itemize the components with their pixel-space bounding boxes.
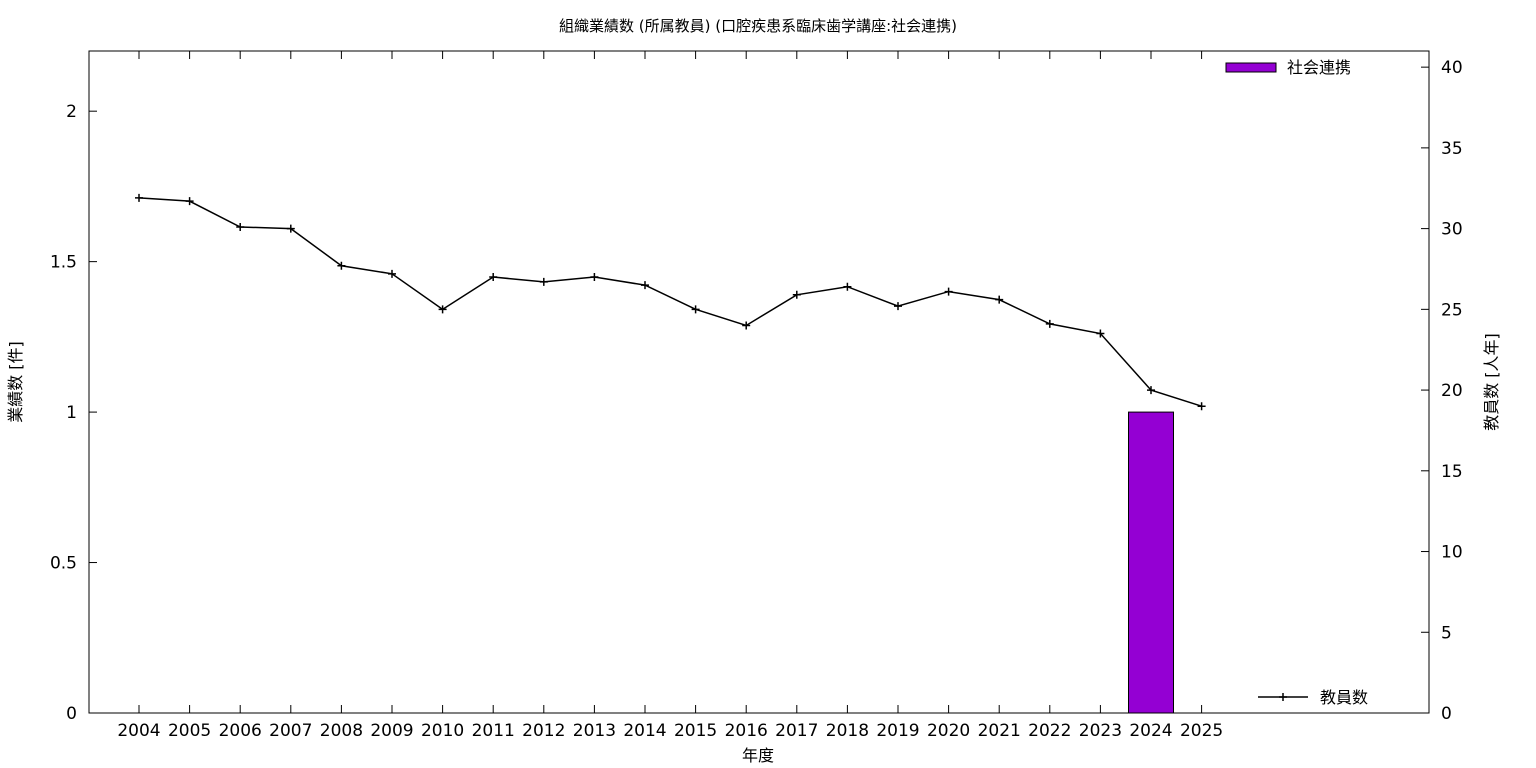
y-tick-label: 1.5 (50, 253, 77, 273)
y-tick-label: 0.5 (50, 554, 77, 574)
x-tick-label: 2019 (876, 721, 919, 741)
y2-tick-label: 25 (1441, 300, 1463, 320)
legend-line-marker (1279, 693, 1287, 701)
x-tick-label: 2013 (573, 721, 616, 741)
legend-bar-label: 社会連携 (1287, 58, 1351, 77)
line-point (286, 224, 295, 233)
y2-tick-label: 0 (1441, 704, 1452, 724)
x-axis-label: 年度 (742, 746, 774, 765)
y-axis-label: 業績数 [件] (6, 341, 25, 423)
line-point (792, 290, 801, 299)
x-tick-label: 2022 (1028, 721, 1071, 741)
x-tick-label: 2016 (725, 721, 768, 741)
y2-tick-label: 35 (1441, 139, 1463, 159)
line-point (995, 295, 1004, 304)
chart-title: 組織業績数 (所属教員) (口腔疾患系臨床歯学講座:社会連携) (559, 17, 957, 35)
x-tick-label: 2012 (522, 721, 565, 741)
x-tick-label: 2015 (674, 721, 717, 741)
line-point (944, 287, 953, 296)
x-tick-label: 2011 (472, 721, 515, 741)
y-tick-label: 0 (66, 704, 77, 724)
x-tick-label: 2010 (421, 721, 464, 741)
y2-axis-label: 教員数 [人年] (1482, 333, 1501, 431)
line-point (489, 273, 498, 282)
line-point (1045, 319, 1054, 328)
line-point (894, 302, 902, 311)
line-point (843, 282, 852, 291)
line-point (742, 321, 751, 330)
x-tick-label: 2006 (219, 721, 262, 741)
y-tick-label: 2 (66, 102, 77, 122)
y2-tick-label: 10 (1441, 543, 1463, 563)
line-point (590, 273, 599, 282)
y2-tick-label: 20 (1441, 381, 1463, 401)
teacher-count-line (138, 197, 1202, 407)
line-point (641, 281, 649, 290)
x-tick-label: 2017 (775, 721, 818, 741)
x-tick-label: 2004 (117, 721, 160, 741)
line-point (1096, 329, 1105, 338)
line-point (438, 305, 447, 314)
line-point (1197, 402, 1206, 411)
x-tick-label: 2008 (320, 721, 363, 741)
line-point (1147, 386, 1155, 395)
x-tick-label: 2005 (168, 721, 211, 741)
line-point (388, 269, 396, 278)
x-tick-label: 2021 (978, 721, 1021, 741)
bar (1128, 411, 1174, 714)
x-tick-label: 2009 (370, 721, 413, 741)
y-tick-label: 1 (66, 403, 77, 423)
plot-frame (88, 50, 1430, 714)
line-point (185, 197, 194, 206)
y2-tick-label: 5 (1441, 623, 1452, 643)
legend-bar-swatch (1225, 62, 1277, 73)
x-tick-label: 2024 (1129, 721, 1172, 741)
x-tick-label: 2007 (269, 721, 312, 741)
line-point (135, 193, 143, 202)
line-point (691, 305, 700, 314)
y2-tick-label: 40 (1441, 58, 1463, 78)
x-tick-label: 2018 (826, 721, 869, 741)
x-tick-label: 2014 (623, 721, 666, 741)
x-tick-label: 2025 (1180, 721, 1223, 741)
legend-line-label: 教員数 (1320, 688, 1368, 707)
y2-tick-label: 30 (1441, 220, 1463, 240)
y2-tick-label: 15 (1441, 462, 1463, 482)
x-tick-label: 2023 (1079, 721, 1122, 741)
line-point (236, 222, 245, 231)
line-point (539, 277, 548, 286)
line-point (337, 261, 346, 270)
x-tick-label: 2020 (927, 721, 970, 741)
